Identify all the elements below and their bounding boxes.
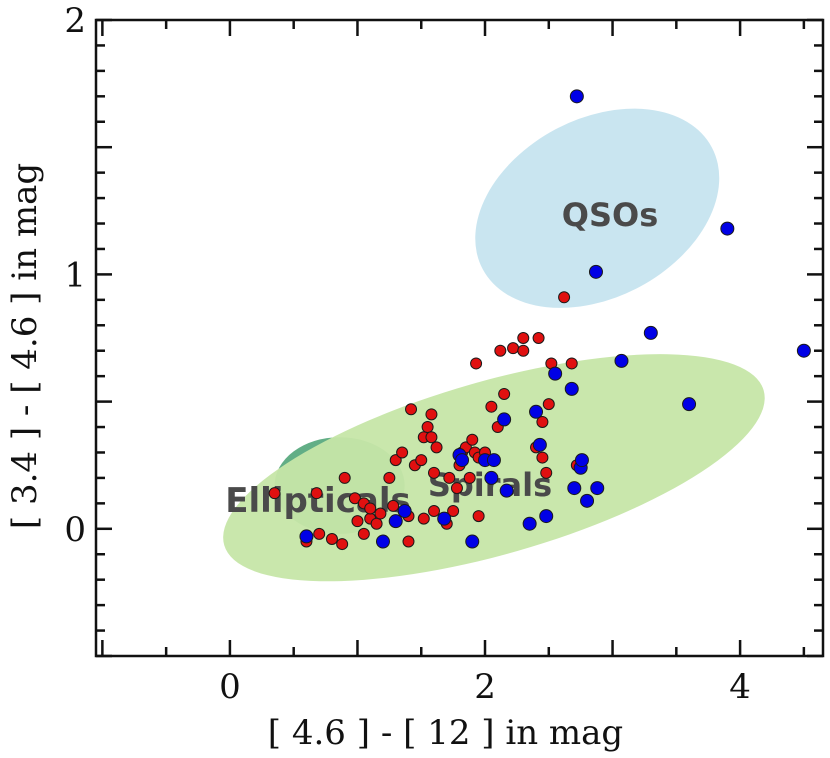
data-point	[796, 343, 811, 358]
data-point	[268, 487, 281, 500]
data-point	[351, 515, 364, 528]
x-tick-label: 2	[474, 667, 496, 707]
data-point	[313, 527, 326, 540]
data-point	[427, 466, 440, 479]
data-point	[472, 510, 485, 523]
data-point	[532, 437, 547, 452]
data-point	[383, 471, 396, 484]
data-point	[590, 481, 605, 496]
data-point	[374, 507, 387, 520]
data-point	[567, 481, 582, 496]
data-point	[536, 415, 549, 428]
data-point	[539, 509, 554, 524]
data-point	[540, 466, 553, 479]
x-tick-label: 4	[729, 667, 751, 707]
y-tick-label: 2	[64, 1, 86, 41]
data-point	[425, 431, 438, 444]
y-axis-title: [ 3.4 ] - [ 4.6 ] in mag	[5, 163, 45, 529]
data-point	[588, 264, 603, 279]
data-point	[466, 433, 479, 446]
data-point	[310, 487, 323, 500]
data-point	[375, 534, 390, 549]
data-point	[574, 453, 589, 468]
data-point	[470, 357, 483, 370]
data-point	[370, 517, 383, 530]
data-point	[417, 512, 430, 525]
data-point	[430, 441, 443, 454]
data-point	[421, 421, 434, 434]
data-point	[517, 344, 530, 357]
data-point	[437, 511, 452, 526]
data-point	[348, 492, 361, 505]
data-point	[389, 454, 402, 467]
data-point	[325, 532, 338, 545]
data-point	[484, 470, 499, 485]
data-point	[536, 451, 549, 464]
data-point	[542, 398, 555, 411]
data-point	[364, 502, 377, 515]
data-point	[497, 412, 512, 427]
data-point	[387, 499, 400, 512]
data-point	[532, 332, 545, 344]
data-point	[405, 403, 418, 416]
data-point	[507, 342, 520, 355]
data-point	[494, 344, 507, 357]
data-point	[357, 527, 370, 540]
tick-labels-layer: 0 2 4 0 1 2	[64, 1, 751, 707]
region-label-qsos: QSOs	[562, 196, 659, 234]
data-point	[427, 504, 440, 517]
data-point	[425, 408, 438, 421]
data-point	[720, 221, 735, 236]
data-point	[443, 471, 456, 484]
data-point	[498, 387, 511, 400]
data-point	[529, 404, 544, 419]
data-point	[499, 483, 514, 498]
region-qsos-ellipse	[475, 108, 720, 308]
data-point	[486, 453, 501, 468]
data-point	[450, 482, 463, 495]
data-point	[465, 534, 480, 549]
data-point	[463, 471, 476, 484]
y-tick-label: 0	[64, 510, 86, 550]
plot-frame	[94, 18, 825, 658]
data-point	[614, 353, 629, 368]
data-point	[643, 325, 658, 340]
data-point	[548, 366, 563, 381]
data-point	[485, 400, 498, 413]
x-tick-label: 0	[219, 667, 241, 707]
data-point	[338, 471, 351, 484]
y-tick-label: 1	[64, 255, 86, 295]
data-point	[402, 535, 415, 548]
data-point	[569, 89, 584, 104]
data-point	[447, 504, 460, 517]
data-point	[565, 357, 578, 370]
data-point	[558, 291, 571, 304]
data-point	[522, 516, 537, 531]
x-axis-title: [ 4.6 ] - [ 12 ] in mag	[268, 713, 623, 753]
data-point	[336, 538, 349, 551]
data-point	[388, 514, 403, 529]
data-point	[415, 454, 428, 467]
data-point	[517, 332, 530, 344]
data-point	[455, 453, 470, 468]
regions-layer	[223, 108, 765, 582]
data-point	[580, 493, 595, 508]
data-point	[396, 446, 409, 459]
data-point	[299, 529, 314, 544]
points-layer	[268, 89, 811, 551]
ticks-layer	[96, 18, 823, 658]
data-point	[397, 503, 412, 518]
data-point	[682, 397, 697, 412]
data-point	[564, 381, 579, 396]
